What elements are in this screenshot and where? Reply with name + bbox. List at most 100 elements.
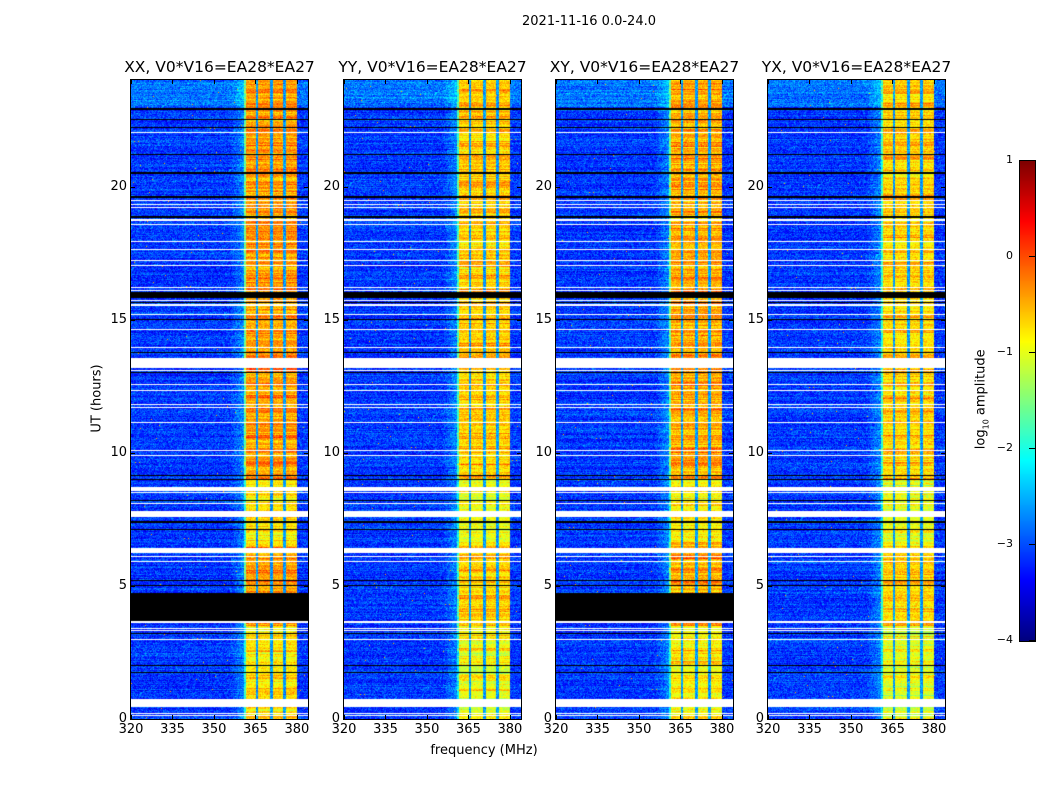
y-tick-mark xyxy=(344,319,348,321)
colorbar-tick-label: 0 xyxy=(1006,249,1013,262)
x-tick-mark xyxy=(509,80,511,84)
y-tick-label: 10 xyxy=(747,444,764,460)
y-tick-label: 15 xyxy=(747,311,764,327)
x-tick-label: 365 xyxy=(243,722,268,737)
heatmap-panel-xx xyxy=(130,79,309,720)
x-tick-mark xyxy=(721,80,723,84)
y-tick-mark xyxy=(768,585,772,587)
y-tick-label: 15 xyxy=(535,311,552,327)
panel-title: XX, V0*V16=EA28*EA27 xyxy=(124,58,315,76)
y-tick-label: 15 xyxy=(323,311,340,327)
x-tick-mark xyxy=(296,80,298,84)
colorbar-tick-mark xyxy=(1029,160,1035,161)
y-tick-mark xyxy=(304,719,308,720)
y-tick-mark xyxy=(304,452,308,454)
x-tick-mark xyxy=(768,80,769,84)
y-tick-label: 20 xyxy=(747,178,764,194)
y-tick-mark xyxy=(941,585,945,587)
y-tick-mark xyxy=(768,719,772,720)
figure-title: 2021-11-16 0.0-24.0 xyxy=(522,14,656,29)
x-tick-mark xyxy=(131,80,132,84)
colorbar-tick-label: −3 xyxy=(996,537,1013,550)
x-tick-mark xyxy=(213,715,215,719)
x-tick-mark xyxy=(172,715,174,719)
y-tick-mark xyxy=(517,585,521,587)
y-tick-mark xyxy=(556,585,560,587)
y-tick-label: 5 xyxy=(543,577,552,593)
y-tick-mark xyxy=(729,585,733,587)
x-tick-mark xyxy=(597,715,599,719)
x-tick-label: 350 xyxy=(626,722,652,737)
x-tick-label: 365 xyxy=(456,722,481,737)
x-tick-label: 365 xyxy=(880,722,905,737)
y-tick-label: 10 xyxy=(110,444,127,460)
x-tick-mark xyxy=(892,715,894,719)
x-tick-label: 320 xyxy=(543,722,569,737)
x-tick-mark xyxy=(892,80,894,84)
y-tick-mark xyxy=(556,186,560,188)
y-tick-label: 5 xyxy=(118,577,127,593)
colorbar-tick-label: −2 xyxy=(996,441,1013,454)
y-axis-label: UT (hours) xyxy=(89,364,105,433)
heatmap-canvas xyxy=(344,80,521,719)
x-tick-mark xyxy=(509,715,511,719)
x-tick-label: 350 xyxy=(838,722,864,737)
y-tick-mark xyxy=(941,452,945,454)
y-tick-mark xyxy=(517,719,521,720)
y-tick-label: 10 xyxy=(323,444,340,460)
y-tick-mark xyxy=(729,719,733,720)
x-tick-mark xyxy=(426,715,428,719)
x-tick-mark xyxy=(597,80,599,84)
x-tick-mark xyxy=(255,80,257,84)
x-tick-mark xyxy=(768,715,769,719)
y-tick-mark xyxy=(768,319,772,321)
y-tick-label: 0 xyxy=(118,711,127,726)
x-tick-mark xyxy=(385,715,387,719)
y-tick-label: 20 xyxy=(535,178,552,194)
y-tick-mark xyxy=(768,452,772,454)
x-tick-label: 335 xyxy=(585,722,610,737)
x-tick-label: 320 xyxy=(755,722,781,737)
y-tick-label: 0 xyxy=(331,711,340,726)
x-tick-label: 365 xyxy=(668,722,693,737)
y-tick-mark xyxy=(556,452,560,454)
colorbar-tick-mark xyxy=(1029,544,1035,545)
y-tick-mark xyxy=(304,186,308,188)
x-tick-label: 320 xyxy=(331,722,357,737)
y-tick-mark xyxy=(729,319,733,321)
y-tick-mark xyxy=(729,452,733,454)
x-tick-mark xyxy=(850,80,852,84)
colorbar-gradient xyxy=(1020,161,1035,641)
y-tick-mark xyxy=(941,186,945,188)
y-tick-label: 10 xyxy=(535,444,552,460)
panel-title: XY, V0*V16=EA28*EA27 xyxy=(549,58,740,76)
x-tick-mark xyxy=(172,80,174,84)
y-tick-mark xyxy=(517,186,521,188)
x-tick-mark xyxy=(131,715,132,719)
y-tick-label: 15 xyxy=(110,311,127,327)
y-tick-label: 5 xyxy=(755,577,764,593)
x-axis-label: frequency (MHz) xyxy=(430,743,538,758)
x-tick-mark xyxy=(638,715,640,719)
x-tick-mark xyxy=(468,80,470,84)
x-tick-mark xyxy=(556,80,557,84)
x-tick-mark xyxy=(638,80,640,84)
colorbar-tick-mark xyxy=(1029,352,1035,353)
y-tick-mark xyxy=(344,186,348,188)
x-tick-label: 350 xyxy=(201,722,227,737)
x-tick-mark xyxy=(426,80,428,84)
colorbar-label-rest: amplitude xyxy=(973,349,989,420)
x-tick-mark xyxy=(680,715,682,719)
colorbar xyxy=(1019,160,1036,642)
panel-title: YY, V0*V16=EA28*EA27 xyxy=(338,58,527,76)
x-tick-mark xyxy=(255,715,257,719)
x-tick-mark xyxy=(850,715,852,719)
heatmap-panel-yx xyxy=(767,79,946,720)
panel-title: YX, V0*V16=EA28*EA27 xyxy=(761,58,952,76)
x-tick-label: 380 xyxy=(284,722,310,737)
x-tick-mark xyxy=(933,715,935,719)
y-tick-label: 20 xyxy=(110,178,127,194)
x-tick-mark xyxy=(385,80,387,84)
colorbar-tick-mark xyxy=(1029,448,1035,449)
